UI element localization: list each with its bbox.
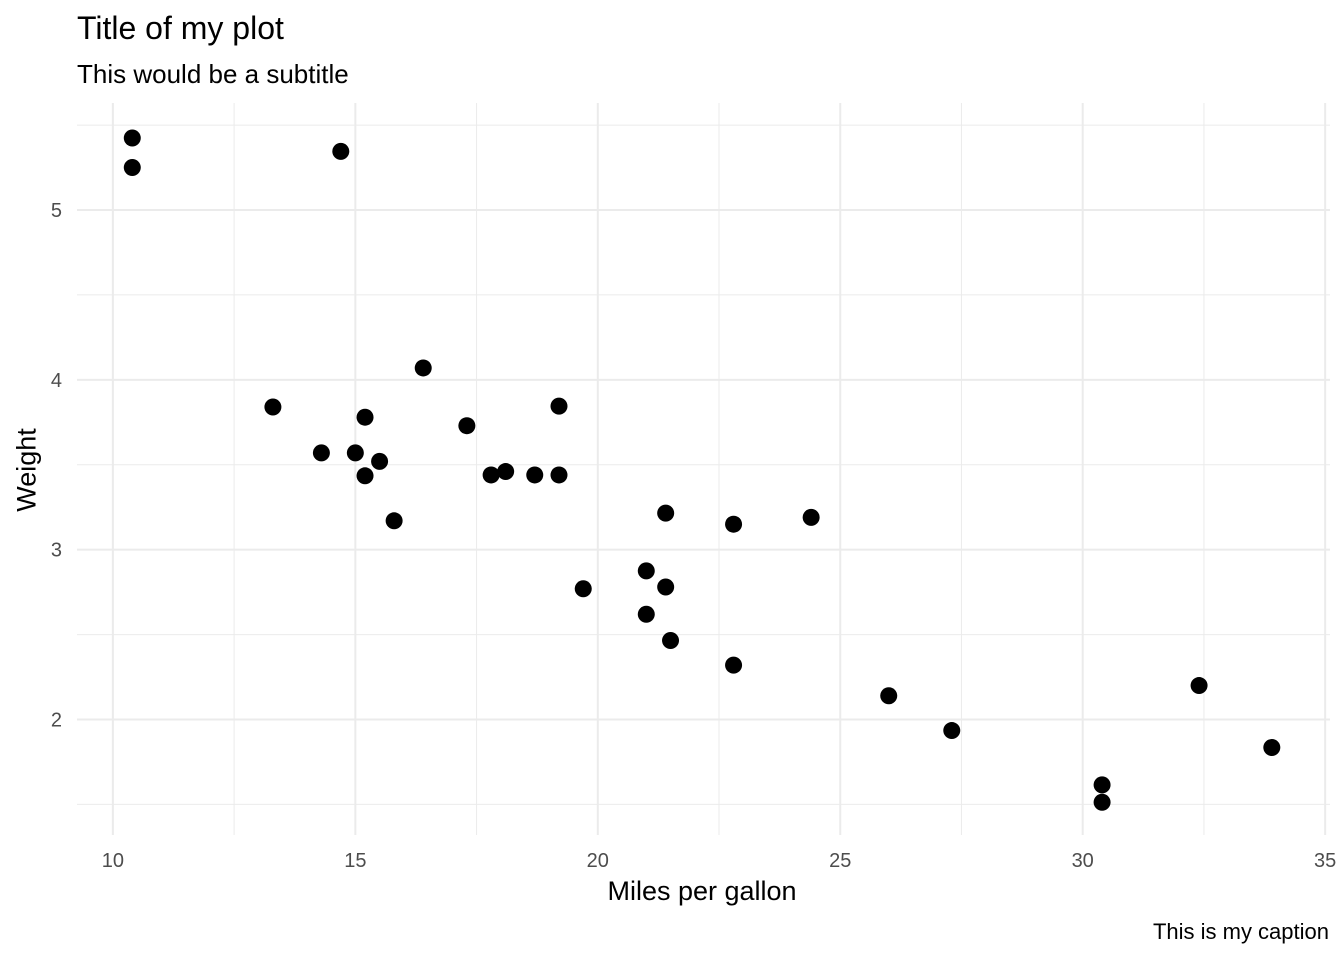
- data-point: [1190, 677, 1208, 695]
- data-point: [356, 408, 374, 426]
- x-tick-label: 35: [1314, 850, 1336, 872]
- y-tick-label: 3: [51, 540, 62, 562]
- data-point: [1263, 739, 1281, 757]
- data-point: [264, 398, 282, 416]
- data-point: [657, 578, 675, 596]
- data-point: [657, 504, 675, 522]
- data-point: [356, 467, 374, 485]
- x-tick-label: 30: [1072, 850, 1094, 872]
- data-point: [371, 452, 389, 470]
- data-point: [346, 444, 364, 462]
- data-point: [414, 359, 432, 377]
- x-tick-label: 20: [587, 850, 609, 872]
- data-point: [1093, 776, 1111, 794]
- data-point: [458, 417, 476, 435]
- data-point: [526, 466, 544, 484]
- data-point: [123, 159, 141, 177]
- data-point: [482, 466, 500, 484]
- data-point: [385, 512, 403, 530]
- data-point: [880, 687, 898, 705]
- data-point: [574, 580, 592, 598]
- y-tick-label: 4: [51, 370, 62, 392]
- x-tick-label: 25: [829, 850, 851, 872]
- data-point: [725, 656, 743, 674]
- data-point: [943, 722, 961, 740]
- y-tick-label: 2: [51, 710, 62, 732]
- data-point: [123, 129, 141, 147]
- data-point: [662, 632, 680, 650]
- data-point: [1093, 793, 1111, 811]
- data-point: [550, 397, 568, 415]
- data-point: [497, 463, 515, 481]
- chart-caption: This is my caption: [1152, 919, 1329, 944]
- data-point: [637, 605, 655, 623]
- x-axis-label: Miles per gallon: [607, 876, 797, 906]
- data-point: [332, 142, 350, 160]
- data-point: [312, 444, 330, 462]
- data-point: [637, 562, 655, 580]
- x-tick-label: 10: [102, 850, 124, 872]
- chart-title: Title of my plot: [77, 10, 284, 46]
- y-tick-label: 5: [51, 200, 62, 222]
- y-axis-label: Weight: [11, 428, 42, 512]
- data-point: [550, 466, 568, 484]
- data-point: [725, 515, 743, 533]
- x-tick-label: 15: [344, 850, 366, 872]
- chart-subtitle: This would be a subtitle: [77, 59, 349, 89]
- data-point: [802, 508, 820, 526]
